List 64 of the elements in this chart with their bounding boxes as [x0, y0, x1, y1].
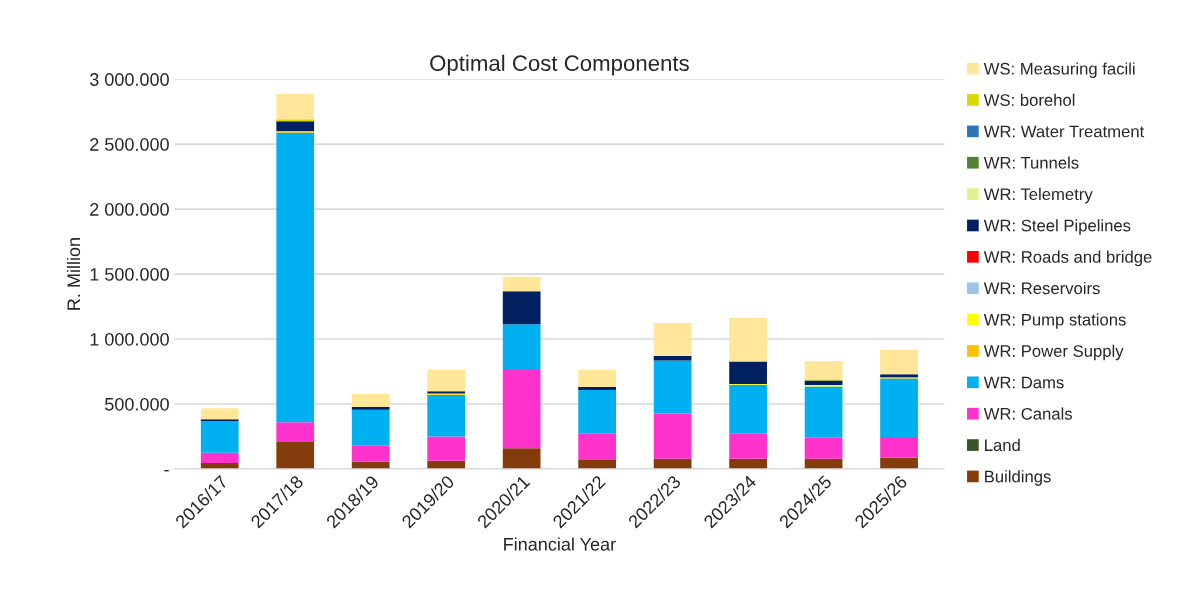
legend-label: WR: Dams — [983, 376, 1064, 389]
y-tick-label: - — [164, 469, 169, 472]
bar — [276, 93, 315, 120]
bar — [804, 386, 843, 438]
bar — [427, 436, 466, 461]
bar — [729, 458, 767, 469]
legend-label: Buildings — [985, 470, 1051, 486]
bar — [200, 452, 239, 463]
legend-label: WR: Pump stations — [983, 313, 1126, 329]
bar — [880, 378, 918, 437]
bar — [578, 387, 617, 390]
bar — [200, 408, 239, 420]
bar — [578, 389, 617, 434]
bar — [578, 369, 617, 388]
legend-label: WR: Power Supply — [983, 344, 1124, 361]
bar — [578, 433, 617, 461]
bar — [653, 413, 692, 459]
bar — [804, 361, 843, 380]
bar — [880, 457, 918, 469]
bar — [276, 422, 315, 443]
y-tick-label: 3 000.000 — [89, 73, 169, 86]
chart-title: Optimal Cost Components — [430, 54, 689, 76]
legend-label: WR: Tunnels — [983, 156, 1079, 169]
bar — [653, 360, 692, 414]
y-tick-label: 2 000.000 — [90, 203, 169, 216]
y-tick-label: 500.000 — [105, 397, 169, 411]
bar — [351, 445, 390, 462]
bar — [880, 349, 918, 375]
bar — [276, 132, 315, 423]
bar — [502, 448, 541, 469]
bar — [578, 460, 617, 469]
bar — [729, 317, 767, 362]
bar — [200, 421, 239, 453]
bar — [276, 121, 315, 132]
legend-label: WS: borehol — [983, 93, 1075, 106]
y-axis-title: R. Million — [66, 238, 81, 310]
bar — [351, 407, 390, 410]
bar — [276, 442, 315, 469]
legend-label: WS: Measuring facili — [983, 62, 1135, 78]
bar — [729, 433, 767, 459]
legend-label: WR: Canals — [983, 407, 1073, 420]
bar — [502, 370, 541, 449]
y-tick-label: 1 000.000 — [90, 332, 169, 346]
x-axis-title: Financial Year — [504, 537, 616, 551]
bar — [427, 394, 466, 437]
legend-label: WR: Reservoirs — [983, 281, 1100, 295]
bar — [502, 291, 541, 325]
y-tick-label: 2 500.000 — [90, 138, 169, 151]
bar — [351, 409, 390, 446]
bar — [880, 436, 918, 458]
legend-label: WR: Water Treatment — [983, 125, 1145, 138]
bar — [729, 384, 767, 434]
bar — [351, 394, 390, 408]
bar — [729, 361, 767, 384]
bar — [653, 322, 692, 355]
legend-label: WR: Telemetry — [983, 187, 1093, 204]
legend-label: WR: Steel Pipelines — [983, 219, 1131, 235]
y-tick-label: 1 500.000 — [90, 267, 169, 281]
legend-label: Land — [985, 438, 1020, 452]
bar — [427, 369, 466, 392]
bar — [502, 324, 541, 371]
legend-label: WR: Roads and bridge — [983, 250, 1152, 267]
bar — [804, 437, 843, 459]
bar — [502, 276, 541, 292]
